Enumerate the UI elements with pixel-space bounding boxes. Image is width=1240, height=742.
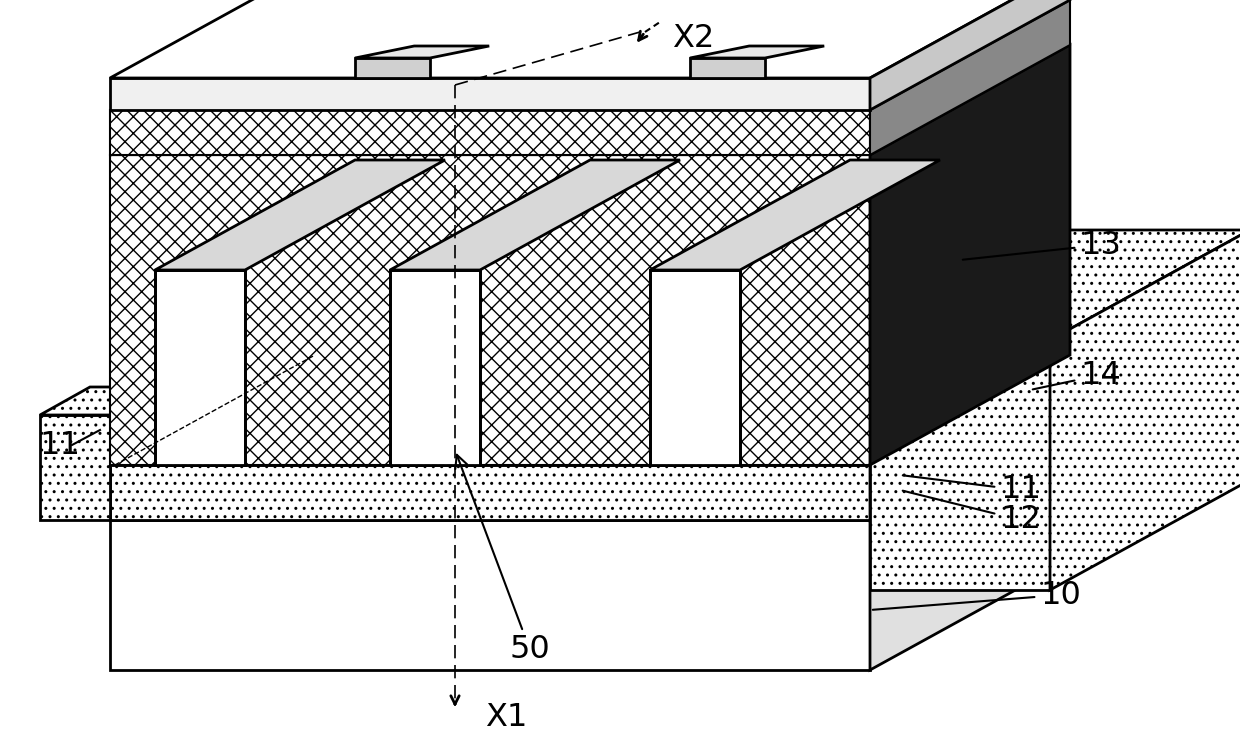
- Polygon shape: [155, 270, 246, 465]
- Polygon shape: [689, 46, 825, 58]
- Polygon shape: [110, 0, 1070, 78]
- Text: 14: 14: [1033, 360, 1121, 390]
- Polygon shape: [355, 58, 430, 78]
- Polygon shape: [110, 0, 1070, 110]
- Polygon shape: [870, 355, 1070, 520]
- Polygon shape: [110, 355, 1070, 465]
- Polygon shape: [110, 78, 870, 110]
- Polygon shape: [870, 45, 1070, 465]
- Text: X2: X2: [672, 22, 714, 53]
- Text: 11: 11: [40, 430, 81, 461]
- Polygon shape: [870, 410, 1070, 670]
- Polygon shape: [40, 387, 160, 415]
- Polygon shape: [870, 0, 1070, 110]
- Text: 11: 11: [903, 474, 1042, 505]
- Text: 12: 12: [903, 490, 1042, 536]
- Polygon shape: [155, 160, 445, 270]
- Polygon shape: [650, 270, 740, 465]
- Text: 50: 50: [455, 455, 551, 666]
- Polygon shape: [110, 110, 870, 155]
- Polygon shape: [355, 46, 490, 58]
- Polygon shape: [650, 160, 940, 270]
- Polygon shape: [110, 155, 870, 465]
- Polygon shape: [110, 465, 870, 520]
- Polygon shape: [391, 270, 480, 465]
- Text: 13: 13: [962, 229, 1121, 260]
- Polygon shape: [110, 520, 870, 670]
- Polygon shape: [689, 58, 765, 78]
- Polygon shape: [40, 415, 110, 520]
- Polygon shape: [110, 410, 1070, 520]
- Text: 10: 10: [873, 580, 1081, 611]
- Polygon shape: [870, 340, 1050, 590]
- Text: X1: X1: [485, 703, 527, 734]
- Polygon shape: [870, 0, 1070, 155]
- Polygon shape: [1050, 230, 1240, 590]
- Polygon shape: [870, 230, 1240, 340]
- Polygon shape: [391, 160, 680, 270]
- Polygon shape: [110, 45, 1070, 155]
